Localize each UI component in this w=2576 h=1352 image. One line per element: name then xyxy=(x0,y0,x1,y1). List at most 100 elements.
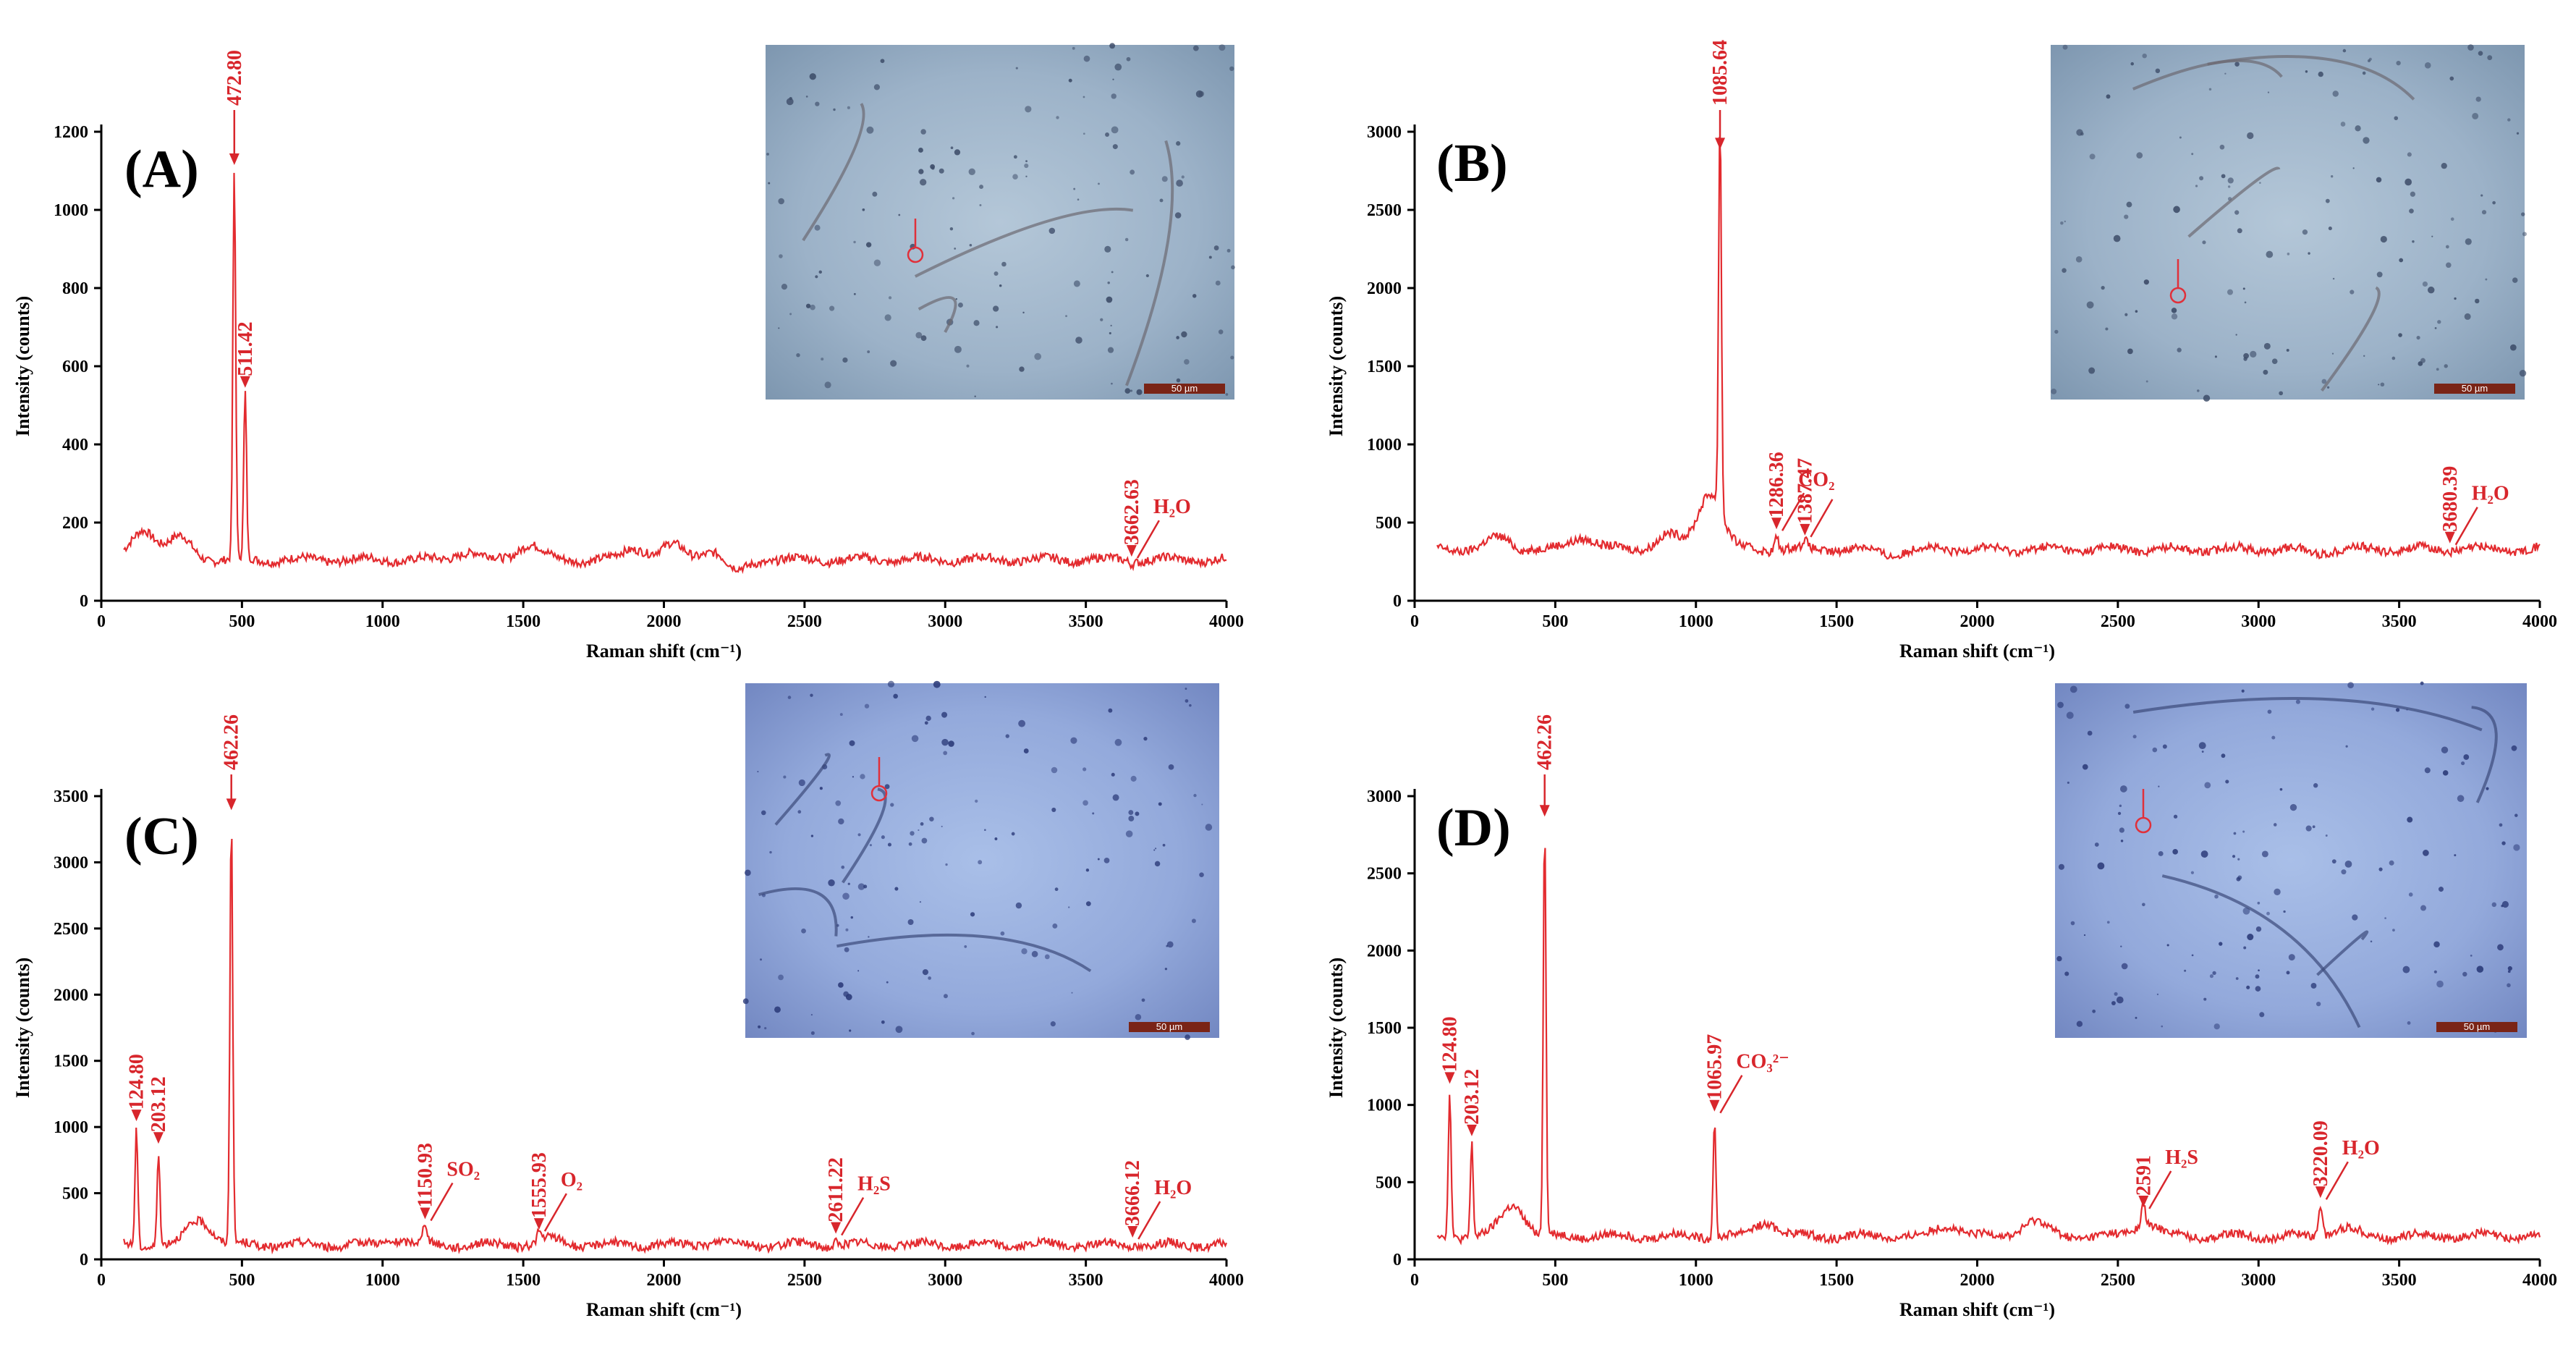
panel-label: (A) xyxy=(124,140,199,199)
x-tick-label: 1500 xyxy=(506,612,541,631)
species-arrow xyxy=(1136,520,1160,559)
x-tick-label: 1000 xyxy=(1679,612,1713,631)
species-label: SO₂ xyxy=(446,1158,480,1180)
panel-b: 50 µm 0 500 1000 1500 2000 2500 3000 3500 4000 0 50… xyxy=(1326,40,2557,662)
scale-bar-label: 50 µm xyxy=(2464,1021,2490,1032)
y-tick-label: 3000 xyxy=(1367,787,1402,806)
x-tick-label: 0 xyxy=(97,1271,106,1290)
y-axis-title: Intensity (counts) xyxy=(1326,958,1347,1098)
x-tick-label: 3500 xyxy=(1069,1271,1103,1290)
peak-label: 3662.63 xyxy=(1121,479,1143,545)
x-tick-label: 1500 xyxy=(1819,612,1854,631)
x-tick-label: 2500 xyxy=(787,1271,822,1290)
peak-arrow-head xyxy=(240,376,250,388)
peak-label: 203.12 xyxy=(1461,1069,1483,1125)
peak-arrow-head xyxy=(1127,1226,1138,1238)
y-tick-label: 2000 xyxy=(1367,279,1402,298)
species-label: H₂S xyxy=(857,1173,891,1196)
species-arrow xyxy=(1781,492,1805,531)
x-tick-label: 4000 xyxy=(1209,612,1244,631)
x-tick-label: 3500 xyxy=(1069,612,1103,631)
peak-arrow-head xyxy=(1539,805,1550,817)
species-arrow xyxy=(1810,499,1834,538)
panel-label: (D) xyxy=(1436,798,1511,858)
x-tick-label: 2500 xyxy=(2101,612,2135,631)
y-tick-label: 1000 xyxy=(1367,1097,1402,1115)
y-tick-label: 500 xyxy=(62,1185,88,1204)
peak-arrow-head xyxy=(1444,1072,1455,1084)
peak-label: 511.42 xyxy=(234,321,257,376)
x-tick-label: 500 xyxy=(1542,1271,1568,1290)
y-tick-label: 2000 xyxy=(1367,942,1402,960)
y-tick-label: 1000 xyxy=(1367,436,1402,455)
y-axis-title: Intensity (counts) xyxy=(12,958,33,1098)
peak-arrow-head xyxy=(1709,1099,1720,1112)
species-arrow xyxy=(841,1196,865,1236)
peak-arrow-head xyxy=(2315,1186,2326,1199)
species-arrow xyxy=(543,1193,567,1232)
peak-label: 3220.09 xyxy=(2310,1120,2332,1186)
y-tick-label: 2000 xyxy=(54,986,88,1005)
peak-label: 1085.64 xyxy=(1709,40,1732,106)
x-tick-label: 3000 xyxy=(2241,612,2276,631)
species-label: H₂O xyxy=(2472,483,2509,505)
scale-bar-label: 50 µm xyxy=(1172,383,1198,394)
x-tick-label: 500 xyxy=(1542,612,1568,631)
x-tick-label: 500 xyxy=(229,1271,255,1290)
peak-arrow-head xyxy=(153,1132,164,1144)
species-label: H₂O xyxy=(1154,1177,1192,1199)
inclusion-micrograph: 50 µm xyxy=(766,43,1235,400)
species-arrow xyxy=(430,1182,454,1222)
peak-arrow-head xyxy=(1715,138,1726,150)
y-tick-label: 1500 xyxy=(1367,358,1402,376)
scale-bar xyxy=(2434,384,2515,394)
x-tick-label: 1000 xyxy=(1679,1271,1713,1290)
species-arrow xyxy=(2454,507,2478,546)
raman-spectrum-line xyxy=(1436,848,2541,1246)
y-tick-label: 0 xyxy=(1393,592,1402,611)
x-tick-label: 3500 xyxy=(2382,1271,2417,1290)
peak-arrow-head xyxy=(226,798,237,811)
species-arrow xyxy=(1137,1201,1161,1240)
y-tick-label: 1500 xyxy=(1367,1019,1402,1038)
species-label: H₂O xyxy=(1153,496,1191,518)
y-tick-label: 400 xyxy=(62,436,88,455)
x-tick-label: 3500 xyxy=(2382,612,2417,631)
peak-arrow-head xyxy=(1771,517,1782,530)
peak-label: 2611.22 xyxy=(825,1157,847,1222)
x-tick-label: 2500 xyxy=(787,612,822,631)
species-arrow xyxy=(2148,1170,2172,1209)
peak-label: 1065.97 xyxy=(1703,1034,1726,1100)
scale-bar xyxy=(2436,1022,2517,1032)
y-tick-label: 2500 xyxy=(1367,201,1402,220)
y-tick-label: 3500 xyxy=(54,787,88,806)
inclusion-micrograph: 50 µm xyxy=(742,680,1219,1040)
peak-label: 1387.47 xyxy=(1794,458,1816,524)
peak-arrow-head xyxy=(1800,523,1810,536)
species-label: H₂S xyxy=(2165,1146,2198,1169)
y-tick-label: 500 xyxy=(1376,1173,1402,1192)
peak-label: 462.26 xyxy=(1534,714,1556,770)
y-axis-title: Intensity (counts) xyxy=(1326,296,1347,436)
x-tick-label: 3000 xyxy=(2241,1271,2276,1290)
peak-label: 462.26 xyxy=(221,714,243,770)
peak-label: 2591 xyxy=(2132,1155,2155,1196)
scale-bar-label: 50 µm xyxy=(1156,1021,1182,1032)
peak-label: 1555.93 xyxy=(528,1152,551,1218)
peak-label: 124.80 xyxy=(126,1054,148,1110)
x-tick-label: 3000 xyxy=(928,612,962,631)
y-tick-label: 600 xyxy=(62,358,88,376)
peak-label: 203.12 xyxy=(148,1076,170,1132)
y-tick-label: 1000 xyxy=(54,201,88,220)
y-tick-label: 0 xyxy=(1393,1251,1402,1269)
x-tick-label: 1500 xyxy=(1819,1271,1854,1290)
scale-bar xyxy=(1129,1022,1210,1032)
panel-d: 50 µm 0 500 1000 1500 2000 2500 3000 3500 4000 0 50… xyxy=(1326,681,2557,1320)
y-tick-label: 2500 xyxy=(1367,865,1402,884)
peak-arrow-head xyxy=(831,1222,842,1234)
panel-label: (C) xyxy=(124,807,199,866)
x-tick-label: 1500 xyxy=(506,1271,541,1290)
y-tick-label: 500 xyxy=(1376,514,1402,533)
peak-label: 3680.39 xyxy=(2439,466,2462,532)
